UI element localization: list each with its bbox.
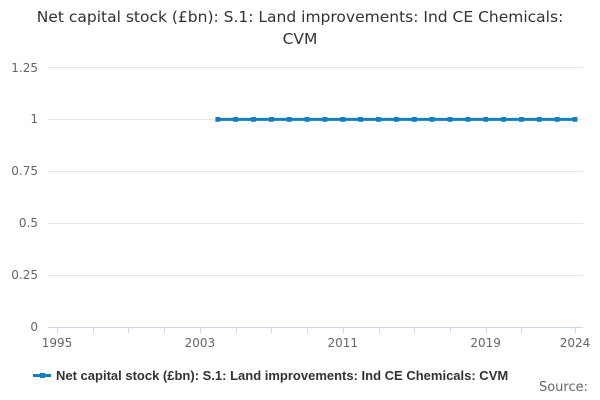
y-axis-tick-label: 0.5: [18, 216, 38, 231]
x-axis-tick: [271, 328, 273, 333]
x-axis-tick: [164, 328, 166, 333]
x-axis-tick: [414, 328, 416, 333]
legend-label: Net capital stock (£bn): S.1: Land impro…: [56, 367, 509, 383]
x-axis-tick: [57, 328, 58, 333]
chart-title: Net capital stock (£bn): S.1: Land impro…: [36, 8, 564, 48]
y-gridline: [48, 274, 583, 276]
source-label: Source:: [538, 380, 588, 395]
legend-line-marker-icon: [33, 367, 51, 383]
x-axis-line: [48, 327, 583, 328]
x-axis-tick-label: 1995: [41, 336, 73, 350]
x-axis-tick: [378, 328, 380, 333]
x-axis-tick-label: 2024: [559, 336, 591, 350]
x-axis-tick: [307, 328, 309, 333]
y-axis-tick-label: 0.75: [11, 164, 38, 179]
y-gridline: [48, 118, 583, 120]
x-axis-tick-label: 2003: [184, 336, 216, 350]
y-axis-tick-label: 0: [30, 320, 38, 334]
y-gridline: [48, 222, 583, 224]
y-axis-tick-label: 0.25: [11, 268, 38, 283]
y-axis-tick-label: 1.25: [11, 60, 38, 75]
y-axis-tick-label: 1: [30, 112, 38, 127]
x-axis-tick: [521, 328, 523, 333]
x-axis-tick: [92, 328, 94, 333]
x-axis-tick: [575, 328, 576, 333]
x-axis-tick: [128, 328, 130, 333]
y-gridline: [48, 170, 583, 172]
legend-item[interactable]: Net capital stock (£bn): S.1: Land impro…: [33, 367, 508, 383]
x-axis-tick: [485, 328, 487, 333]
x-axis-tick-label: 2019: [470, 336, 501, 350]
y-gridline: [48, 67, 583, 68]
x-axis-tick-label: 2011: [327, 336, 359, 350]
x-axis-tick: [235, 328, 237, 333]
x-axis-tick: [342, 328, 344, 333]
x-axis-tick: [199, 328, 201, 333]
x-axis-tick: [449, 328, 451, 333]
